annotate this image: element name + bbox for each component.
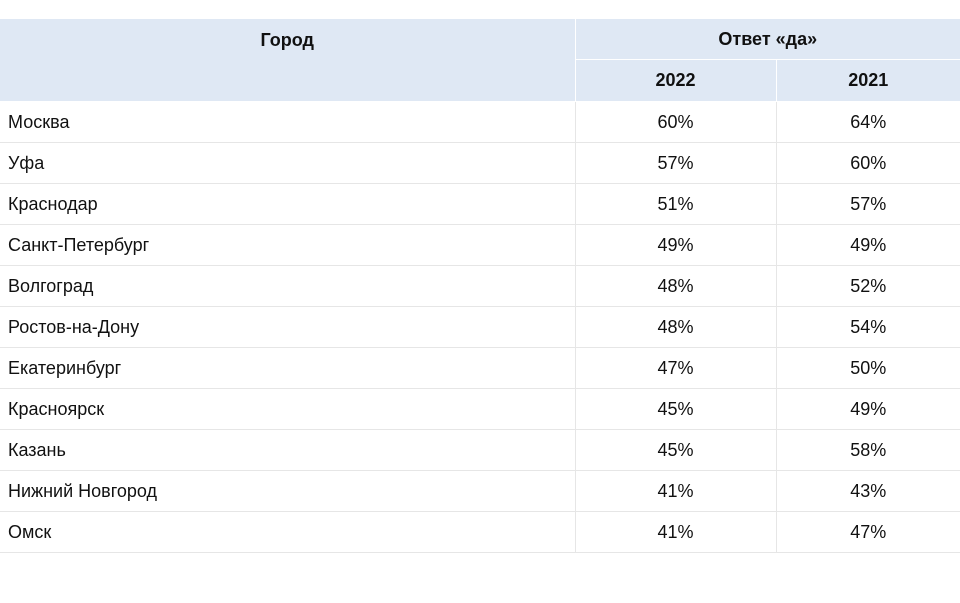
table-row: Краснодар 51% 57% <box>0 183 960 225</box>
table-row: Уфа 57% 60% <box>0 142 960 184</box>
column-header-city: Город <box>0 19 576 102</box>
cell-value-2022: 51% <box>575 183 777 225</box>
table-header: Город Ответ «да» 2022 2021 <box>0 19 960 102</box>
cell-value-2021: 52% <box>776 265 960 307</box>
table-row: Нижний Новгород 41% 43% <box>0 470 960 512</box>
cell-city: Краснодар <box>0 183 576 225</box>
cell-city: Красноярск <box>0 388 576 430</box>
cell-value-2021: 54% <box>776 306 960 348</box>
column-group-header-answer-yes: Ответ «да» <box>575 19 960 60</box>
cell-city: Санкт-Петербург <box>0 224 576 266</box>
cell-value-2022: 57% <box>575 142 777 184</box>
column-header-year-2021: 2021 <box>776 59 960 102</box>
cell-value-2022: 47% <box>575 347 777 389</box>
table-row: Санкт-Петербург 49% 49% <box>0 224 960 266</box>
cell-value-2021: 47% <box>776 511 960 553</box>
column-header-year-2022: 2022 <box>575 59 777 102</box>
cell-city: Уфа <box>0 142 576 184</box>
table-row: Красноярск 45% 49% <box>0 388 960 430</box>
cell-city: Омск <box>0 511 576 553</box>
cell-city: Ростов-на-Дону <box>0 306 576 348</box>
cell-value-2021: 58% <box>776 429 960 471</box>
cell-value-2022: 48% <box>575 265 777 307</box>
cell-city: Казань <box>0 429 576 471</box>
cell-city: Москва <box>0 101 576 143</box>
cell-value-2021: 60% <box>776 142 960 184</box>
table-row: Казань 45% 58% <box>0 429 960 471</box>
cell-value-2021: 49% <box>776 224 960 266</box>
cell-value-2022: 49% <box>575 224 777 266</box>
table-row: Москва 60% 64% <box>0 101 960 143</box>
table-body: Москва 60% 64% Уфа 57% 60% Краснодар 51% 57% Санк… <box>0 101 960 553</box>
cell-value-2021: 64% <box>776 101 960 143</box>
cell-value-2021: 50% <box>776 347 960 389</box>
cell-value-2022: 45% <box>575 388 777 430</box>
table-row: Волгоград 48% 52% <box>0 265 960 307</box>
cell-value-2022: 41% <box>575 511 777 553</box>
table-row: Екатеринбург 47% 50% <box>0 347 960 389</box>
cell-value-2021: 43% <box>776 470 960 512</box>
city-survey-table: Город Ответ «да» 2022 2021 Москва 60% 64% У… <box>0 19 960 553</box>
cell-value-2022: 45% <box>575 429 777 471</box>
table-row: Ростов-на-Дону 48% 54% <box>0 306 960 348</box>
cell-value-2022: 48% <box>575 306 777 348</box>
table-container: Город Ответ «да» 2022 2021 Москва 60% 64% У… <box>0 19 960 553</box>
cell-value-2021: 57% <box>776 183 960 225</box>
cell-city: Нижний Новгород <box>0 470 576 512</box>
cell-value-2021: 49% <box>776 388 960 430</box>
cell-value-2022: 41% <box>575 470 777 512</box>
table-row: Омск 41% 47% <box>0 511 960 553</box>
cell-city: Екатеринбург <box>0 347 576 389</box>
cell-value-2022: 60% <box>575 101 777 143</box>
cell-city: Волгоград <box>0 265 576 307</box>
